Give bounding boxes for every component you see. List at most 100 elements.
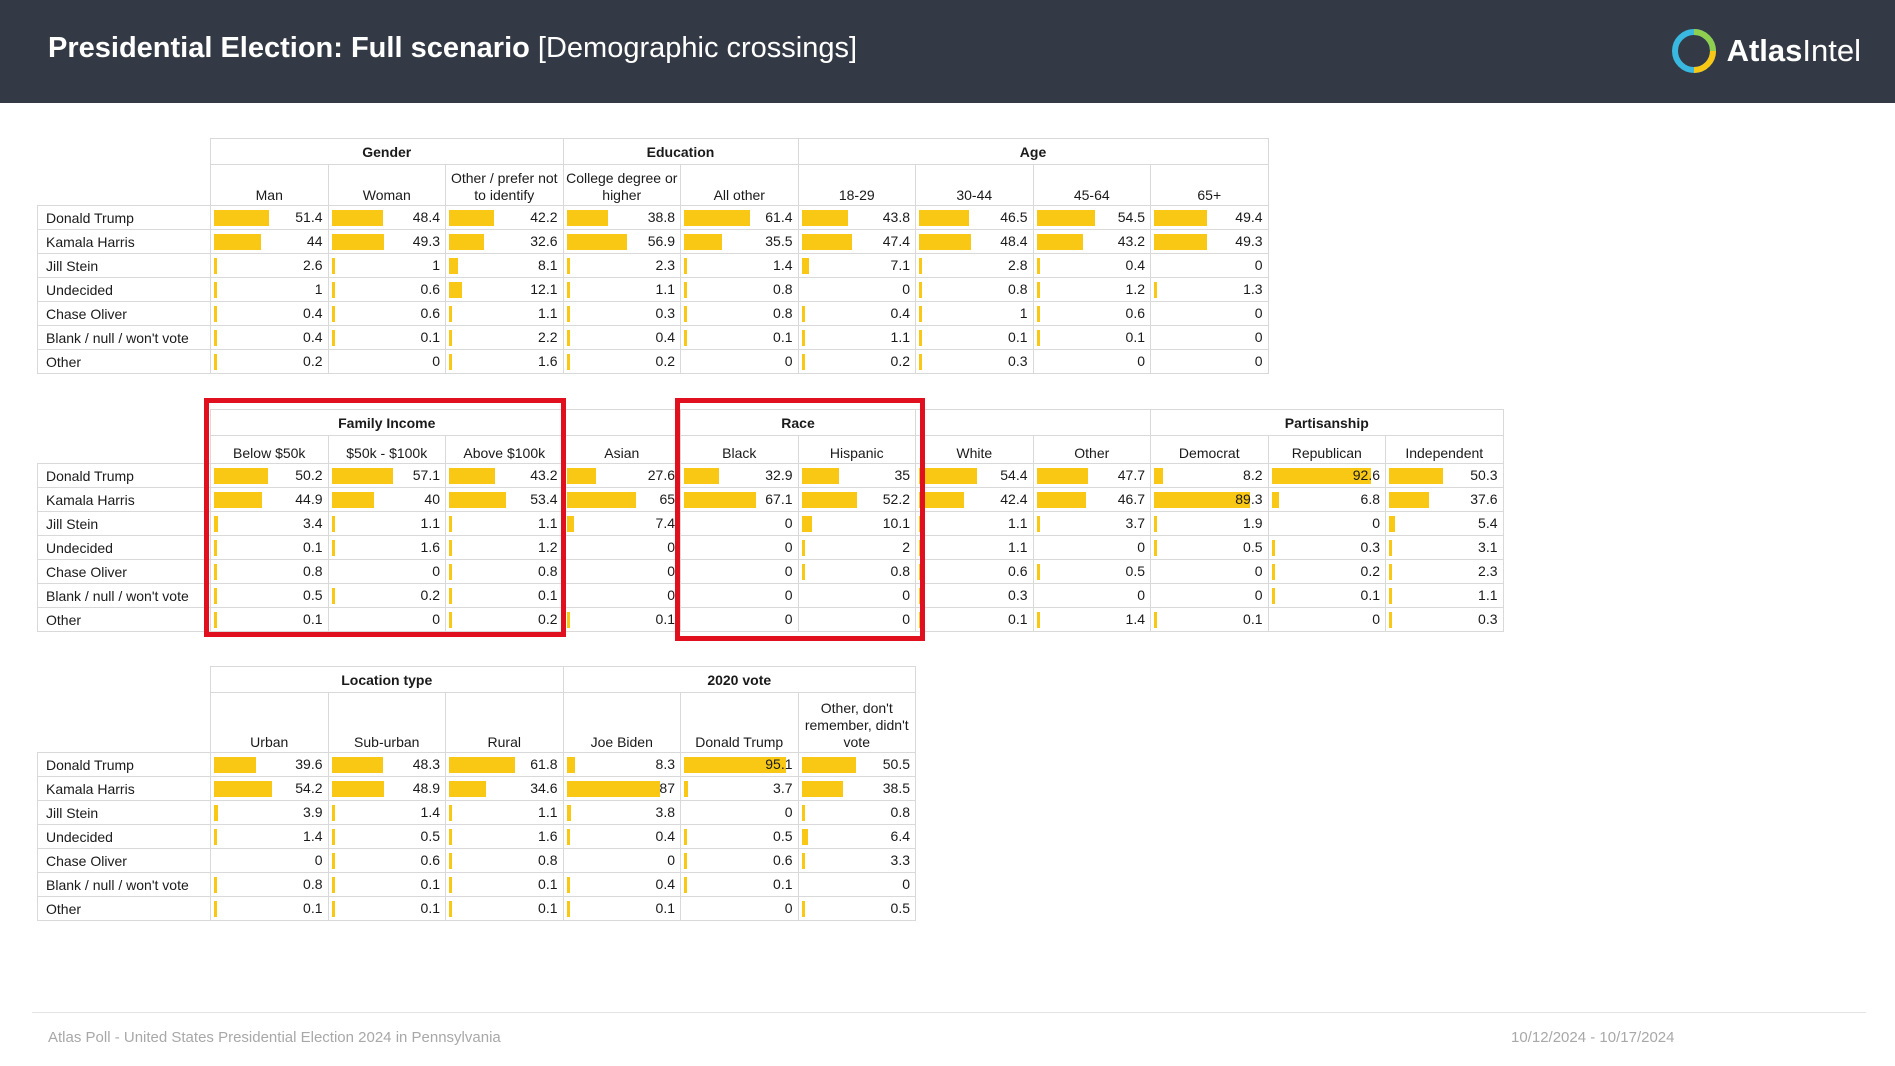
cell-value: 32.9 xyxy=(765,467,793,483)
value-bar xyxy=(331,757,384,773)
cell-value: 0 xyxy=(1254,329,1263,345)
cell-value: 49.3 xyxy=(412,233,440,249)
group-header: Gender xyxy=(210,138,564,165)
cell-value: 0 xyxy=(667,852,675,868)
cell-value: 0.8 xyxy=(773,305,793,321)
value-bar xyxy=(331,829,335,845)
value-bar xyxy=(214,781,272,797)
data-cell: 43.8 xyxy=(797,205,917,230)
value-bar xyxy=(1036,306,1040,322)
cell-value: 1 xyxy=(314,281,323,297)
value-bar xyxy=(449,829,452,845)
cell-value: 1.3 xyxy=(1243,281,1263,297)
data-cell: 0 xyxy=(1267,511,1387,536)
data-cell: 0 xyxy=(1150,253,1269,278)
data-cell: 0 xyxy=(1150,559,1269,584)
data-cell: 95.1 xyxy=(680,752,799,777)
value-bar xyxy=(1271,588,1275,604)
data-cell: 8.1 xyxy=(445,253,564,278)
data-cell: 1.6 xyxy=(445,349,564,374)
value-bar xyxy=(214,805,219,821)
table-row: Undecided 1 0.6 12.1 1.1 0.8 0 0.8 1.2 1.3 xyxy=(37,277,1269,302)
atlas-compass-icon xyxy=(1671,29,1716,73)
table-gender-education-age: Gender Education Age Man Woman Other / prefer… xyxy=(37,138,1269,374)
cell-value: 48.4 xyxy=(412,209,440,225)
cell-value: 0.1 xyxy=(1008,611,1028,627)
cell-value: 0 xyxy=(902,876,910,892)
column-header: 65+ xyxy=(1150,164,1269,206)
header-bar: Presidential Election: Full scenario [De… xyxy=(0,0,1895,103)
data-cell: 12.1 xyxy=(445,277,564,302)
row-label: Other xyxy=(37,349,211,374)
cell-value: 6.8 xyxy=(1360,491,1381,507)
cell-value: 0 xyxy=(1137,353,1146,369)
cell-value: 0.8 xyxy=(890,804,910,820)
cell-value: 0.1 xyxy=(420,329,440,345)
data-cell: 0.8 xyxy=(210,872,329,897)
cell-value: 2 xyxy=(902,539,911,555)
value-bar xyxy=(566,877,570,893)
data-cell: 87 xyxy=(562,776,681,801)
data-cell: 0.1 xyxy=(915,325,1034,350)
value-bar xyxy=(214,829,217,845)
cell-value: 47.4 xyxy=(882,233,911,249)
cell-value: 35 xyxy=(894,467,911,483)
value-bar xyxy=(684,877,687,893)
value-bar xyxy=(801,468,839,484)
value-bar xyxy=(214,612,217,628)
title-main: Presidential Election: Full scenario xyxy=(48,32,530,64)
logo-wordmark: AtlasIntel xyxy=(1727,33,1861,69)
table-row: Other 0.2 0 1.6 0.2 0 0.2 0.3 0 0 xyxy=(37,349,1269,374)
column-header: All other xyxy=(680,164,799,206)
data-cell: 1.1 xyxy=(915,535,1034,560)
cell-value: 0.3 xyxy=(1008,353,1028,369)
value-bar xyxy=(449,612,452,628)
data-cell: 50.5 xyxy=(797,752,916,777)
cell-value: 0 xyxy=(784,515,793,531)
column-header: White xyxy=(915,435,1034,464)
data-cell: 8.3 xyxy=(562,752,681,777)
value-bar xyxy=(214,492,263,508)
cell-value: 1.1 xyxy=(538,305,558,321)
cell-value: 42.2 xyxy=(530,209,558,225)
data-cell: 0 xyxy=(562,559,682,584)
cell-value: 0.1 xyxy=(538,587,558,603)
value-bar xyxy=(566,612,570,628)
cell-value: 0.4 xyxy=(303,305,323,321)
value-bar xyxy=(331,468,393,484)
cell-value: 0.5 xyxy=(1243,539,1263,555)
row-label: Chase Oliver xyxy=(37,848,211,873)
data-cell: 0.4 xyxy=(562,824,681,849)
cell-value: 0 xyxy=(314,852,323,868)
cell-value: 0 xyxy=(432,563,440,579)
value-bar xyxy=(684,757,786,773)
group-header: Education xyxy=(562,138,799,165)
data-cell: 0 xyxy=(680,349,799,374)
cell-value: 32.6 xyxy=(530,233,558,249)
cell-value: 1.4 xyxy=(420,804,440,820)
value-bar xyxy=(449,210,495,226)
table-row: Donald Trump 39.6 48.3 61.8 8.3 95.1 50.5 xyxy=(37,752,916,777)
value-bar xyxy=(566,516,575,532)
cell-value: 0.8 xyxy=(538,563,558,579)
value-bar xyxy=(801,234,853,250)
value-bar xyxy=(331,330,335,346)
value-bar xyxy=(1154,210,1207,226)
cell-value: 49.3 xyxy=(1235,233,1263,249)
cell-value: 0 xyxy=(902,587,911,603)
data-cell: 0.6 xyxy=(327,301,446,326)
value-bar xyxy=(214,877,217,893)
value-bar xyxy=(1389,516,1395,532)
value-bar xyxy=(801,516,813,532)
data-cell: 48.3 xyxy=(327,752,446,777)
data-cell: 0.2 xyxy=(1267,559,1387,584)
cell-value: 0.1 xyxy=(303,900,323,916)
value-bar xyxy=(331,588,335,604)
value-bar xyxy=(1271,492,1279,508)
value-bar xyxy=(919,258,923,274)
cell-value: 0.6 xyxy=(420,305,440,321)
cell-value: 38.5 xyxy=(882,780,910,796)
column-header: Republican xyxy=(1267,435,1387,464)
data-cell: 0 xyxy=(797,277,917,302)
cell-value: 39.6 xyxy=(295,756,323,772)
